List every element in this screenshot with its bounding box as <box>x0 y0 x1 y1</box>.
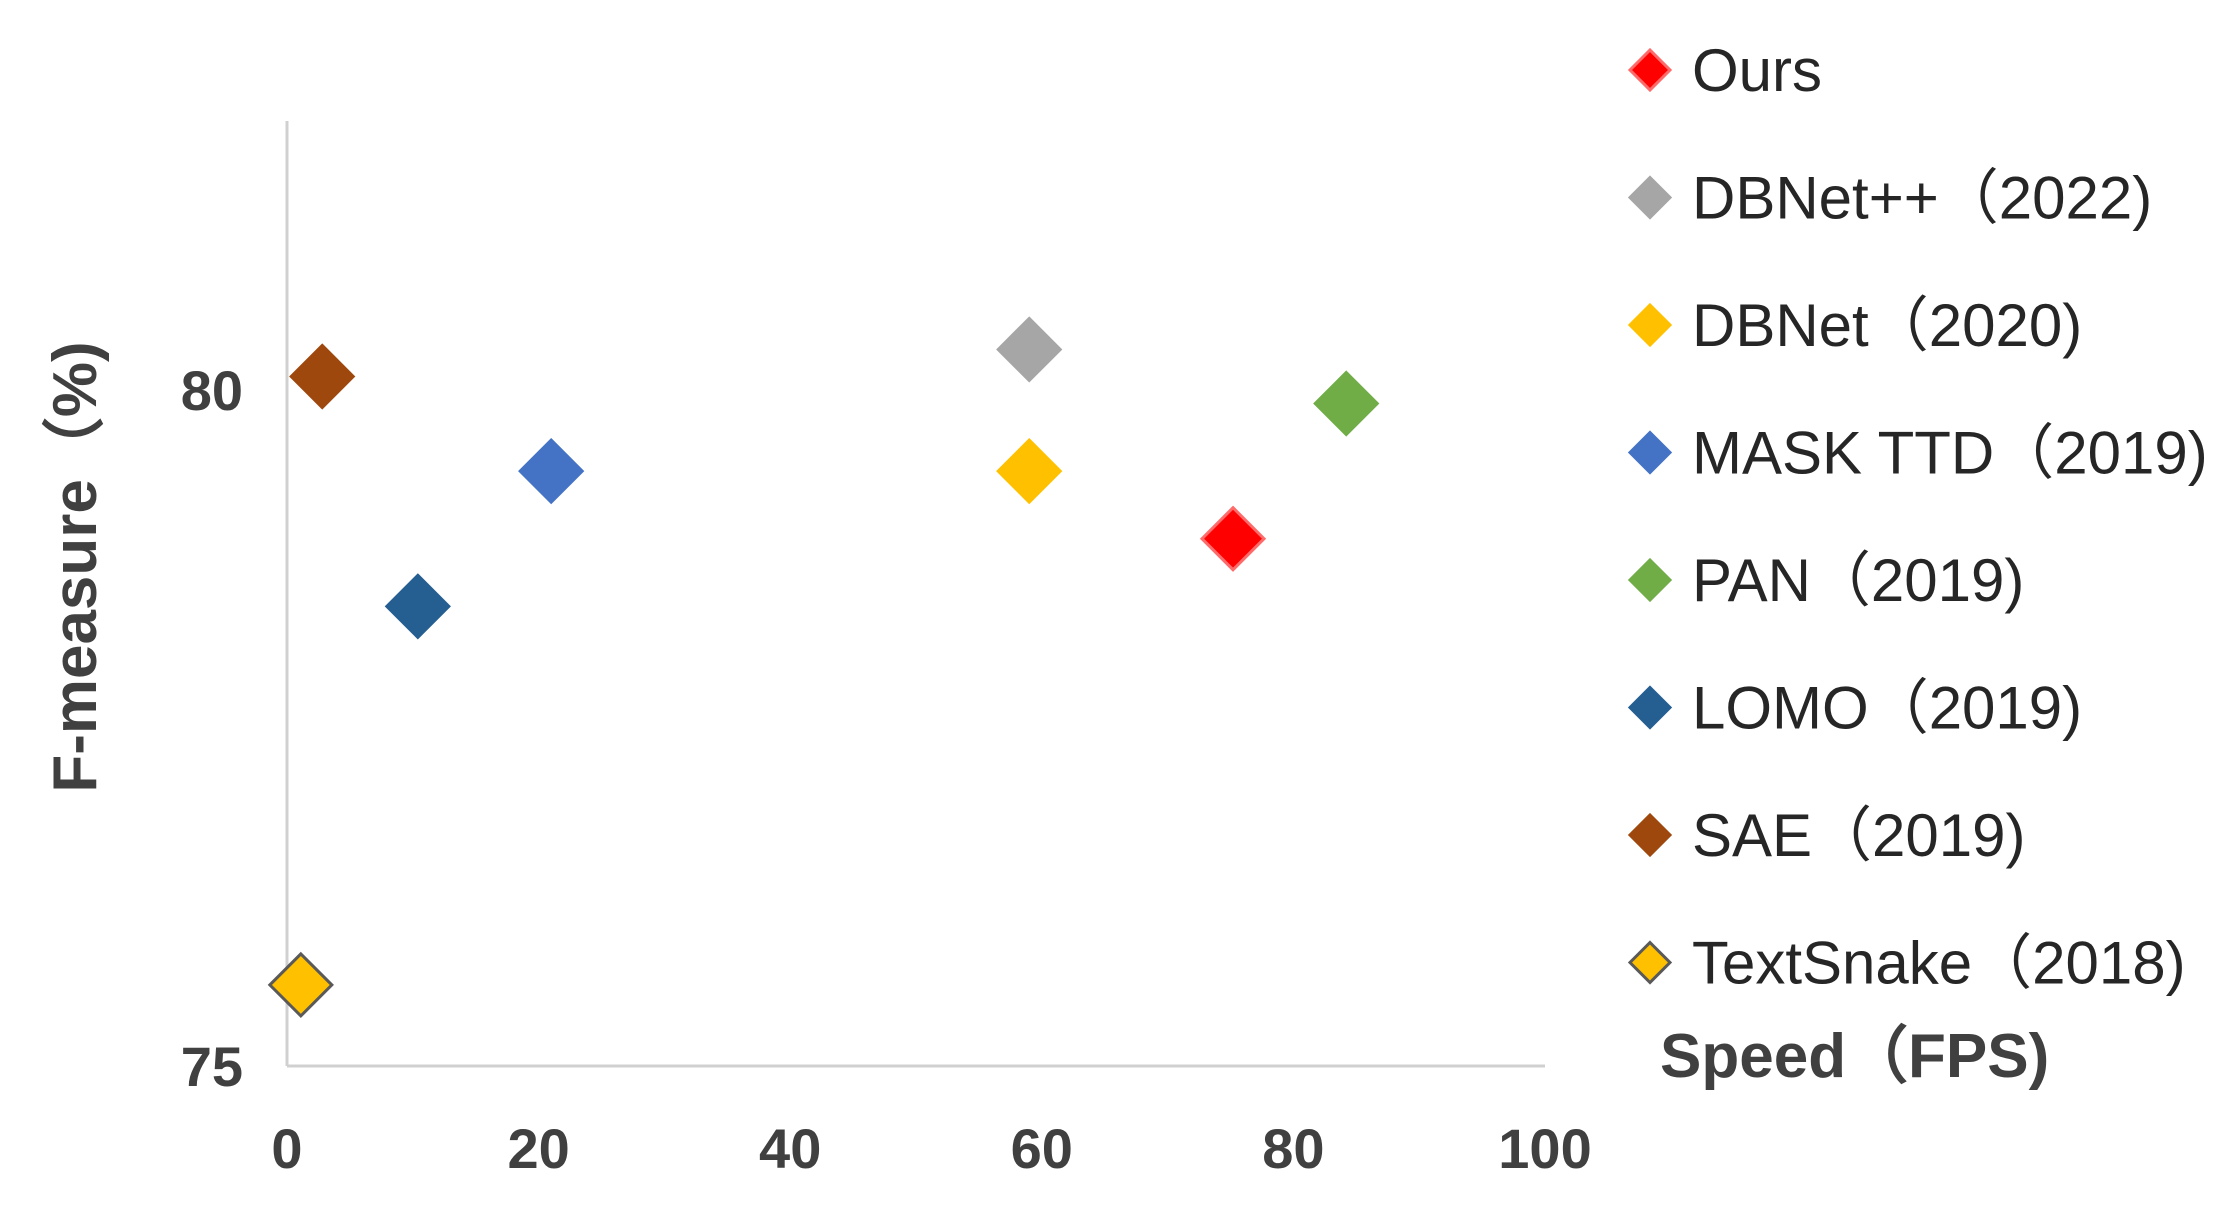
y-axis-title: F-measure（%) <box>40 341 110 792</box>
data-point-7 <box>267 951 334 1019</box>
x-axis-title: Speed（FPS) <box>1660 1021 2049 1091</box>
legend-marker <box>1627 302 1673 348</box>
legend-label: DBNet（2020) <box>1692 292 2082 359</box>
data-point-1 <box>996 316 1063 383</box>
legend-label: LOMO（2019) <box>1692 675 2082 742</box>
legend: Ours DBNet++（2022) DBNet（2020) MASK TTD（201… <box>1627 37 2208 997</box>
data-point-3 <box>518 437 585 505</box>
legend-marker <box>1627 175 1673 220</box>
legend-marker <box>1627 940 1673 985</box>
x-tick-label: 100 <box>1498 1117 1591 1180</box>
data-point-5 <box>384 573 451 640</box>
data-point-6 <box>289 343 356 410</box>
legend-marker <box>1627 812 1673 858</box>
legend-marker <box>1627 430 1673 475</box>
legend-label: PAN（2019) <box>1692 547 2024 614</box>
plot-axes <box>285 121 1545 1068</box>
legend-label: DBNet++（2022) <box>1692 165 2152 232</box>
legend-label: Ours <box>1692 37 1822 104</box>
legend-marker <box>1627 557 1673 603</box>
x-tick-label: 40 <box>759 1117 821 1180</box>
y-tick-label: 80 <box>181 359 243 422</box>
y-tick-labels: 75 80 <box>181 359 243 1098</box>
legend-marker <box>1627 685 1673 730</box>
y-tick-label: 75 <box>181 1035 243 1098</box>
x-tick-label: 80 <box>1262 1117 1324 1180</box>
x-tick-label: 20 <box>507 1117 569 1180</box>
x-tick-label: 60 <box>1011 1117 1073 1180</box>
x-tick-label: 0 <box>271 1117 302 1180</box>
data-point-4 <box>1313 370 1380 437</box>
data-point-0 <box>1199 505 1267 572</box>
data-points <box>267 316 1380 1019</box>
legend-label: SAE（2019) <box>1692 802 2026 869</box>
data-point-2 <box>996 437 1063 505</box>
legend-label: TextSnake（2018) <box>1692 930 2186 997</box>
legend-marker <box>1627 47 1673 93</box>
x-tick-labels: 0 20 40 60 80 100 <box>271 1117 1591 1180</box>
legend-label: MASK TTD（2019) <box>1692 420 2208 487</box>
